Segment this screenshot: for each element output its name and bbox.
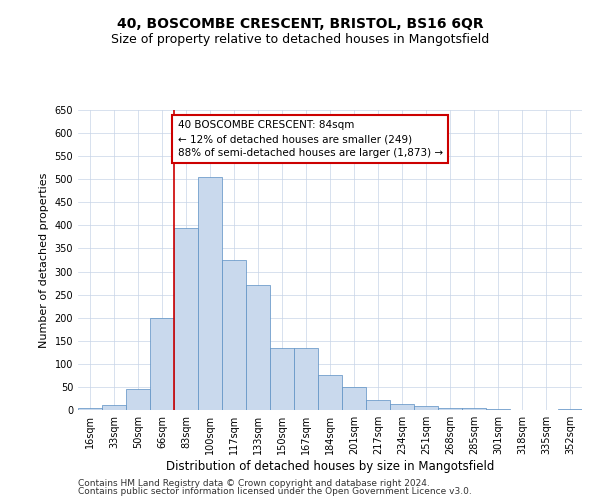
Bar (150, 318, 174, 410)
Bar (294, 348, 318, 410)
Bar (174, 228, 198, 410)
Text: Size of property relative to detached houses in Mangotsfield: Size of property relative to detached ho… (111, 32, 489, 46)
Bar (486, 409, 510, 410)
Bar (270, 348, 294, 410)
Bar (102, 406, 126, 410)
Text: 40, BOSCOMBE CRESCENT, BRISTOL, BS16 6QR: 40, BOSCOMBE CRESCENT, BRISTOL, BS16 6QR (116, 18, 484, 32)
Bar (558, 409, 582, 410)
Text: Contains public sector information licensed under the Open Government Licence v3: Contains public sector information licen… (78, 487, 472, 496)
Bar (222, 260, 246, 410)
Text: 40 BOSCOMBE CRESCENT: 84sqm
← 12% of detached houses are smaller (249)
88% of se: 40 BOSCOMBE CRESCENT: 84sqm ← 12% of det… (178, 120, 443, 158)
Bar (390, 404, 414, 410)
Bar (414, 406, 438, 410)
Bar (126, 389, 150, 410)
Bar (342, 387, 366, 410)
Text: Contains HM Land Registry data © Crown copyright and database right 2024.: Contains HM Land Registry data © Crown c… (78, 478, 430, 488)
Y-axis label: Number of detached properties: Number of detached properties (39, 172, 49, 348)
Bar (366, 400, 390, 410)
Bar (438, 408, 462, 410)
X-axis label: Distribution of detached houses by size in Mangotsfield: Distribution of detached houses by size … (166, 460, 494, 473)
Bar (462, 408, 486, 410)
Bar (246, 286, 270, 410)
Bar (318, 376, 342, 410)
Bar (198, 177, 222, 410)
Bar (78, 408, 102, 410)
